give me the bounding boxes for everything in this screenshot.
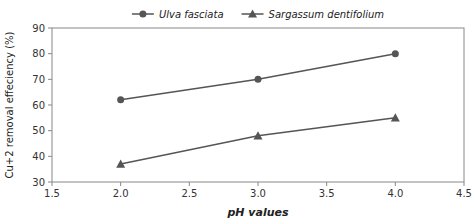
legend-item: Sargassum dentifolium xyxy=(242,9,385,20)
legend-item: Ulva fasciata xyxy=(132,9,224,20)
y-tick-label: 30 xyxy=(32,177,45,188)
x-tick xyxy=(395,182,396,186)
data-point xyxy=(392,50,399,57)
plot-frame xyxy=(52,28,464,182)
data-point xyxy=(255,76,262,83)
plot-area xyxy=(116,50,400,167)
data-point xyxy=(116,160,125,168)
legend: Ulva fasciata Sargassum dentifolium xyxy=(132,9,384,20)
x-tick-label: 1.5 xyxy=(44,188,60,199)
legend-marker xyxy=(248,10,257,18)
x-tick xyxy=(464,182,465,186)
chart: 1.5 2.0 2.5 3.0 3.5 4.0 4.5 30 40 50 60 70 80 90 pH va… xyxy=(0,0,474,222)
series-line xyxy=(121,118,396,164)
x-tick xyxy=(258,182,259,186)
y-tick xyxy=(48,28,52,29)
x-tick-label: 2.5 xyxy=(181,188,197,199)
series-line xyxy=(121,54,396,100)
y-tick xyxy=(48,105,52,106)
x-tick-label: 2.0 xyxy=(113,188,129,199)
x-tick-label: 3.0 xyxy=(250,188,266,199)
y-tick xyxy=(48,182,52,183)
y-axis-label: Cu+2 removal effeciency (%) xyxy=(4,31,15,178)
y-tick-label: 50 xyxy=(32,125,45,136)
x-tick-label: 3.5 xyxy=(319,188,335,199)
x-tick xyxy=(189,182,190,186)
y-tick xyxy=(48,53,52,54)
legend-label: Sargassum dentifolium xyxy=(269,9,385,20)
y-tick xyxy=(48,130,52,131)
y-tick-label: 90 xyxy=(32,23,45,34)
x-tick xyxy=(120,182,121,186)
data-point xyxy=(254,131,263,139)
legend-label: Ulva fasciata xyxy=(159,9,224,20)
y-tick-label: 80 xyxy=(32,48,45,59)
legend-marker xyxy=(139,11,146,18)
x-tick-label: 4.5 xyxy=(456,188,472,199)
x-tick-label: 4.0 xyxy=(387,188,403,199)
data-point xyxy=(391,113,400,121)
data-point xyxy=(117,96,124,103)
y-tick-label: 60 xyxy=(32,100,45,111)
y-tick-label: 40 xyxy=(32,151,45,162)
y-tick xyxy=(48,156,52,157)
y-tick xyxy=(48,79,52,80)
x-tick xyxy=(52,182,53,186)
x-tick xyxy=(326,182,327,186)
y-tick-label: 70 xyxy=(32,74,45,85)
x-axis-label: pH values xyxy=(226,206,289,219)
